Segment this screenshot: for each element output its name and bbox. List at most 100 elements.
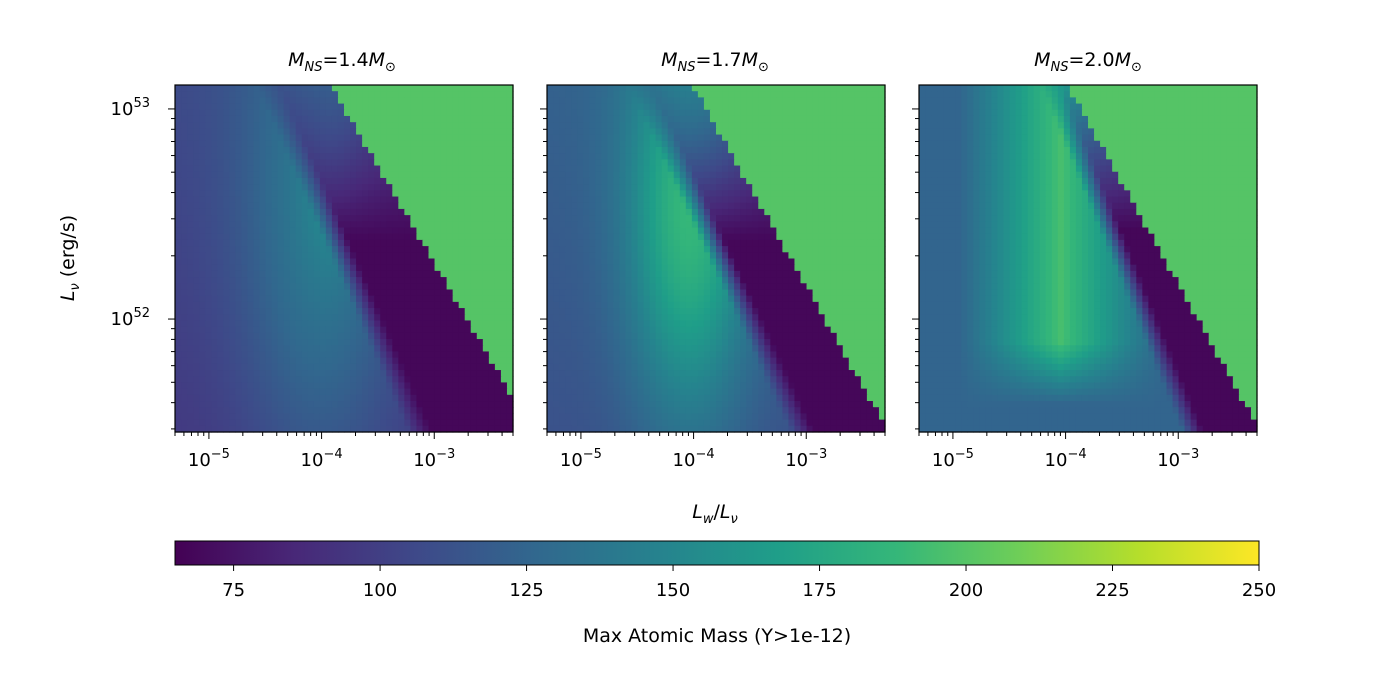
heatmap-cell <box>673 270 681 278</box>
heatmap-cell <box>878 252 886 260</box>
heatmap-cell <box>691 227 699 235</box>
heatmap-cell <box>362 252 369 260</box>
heatmap-cell <box>253 277 261 284</box>
heatmap-cell <box>217 332 224 340</box>
heatmap-cell <box>818 134 826 142</box>
heatmap-cell <box>476 109 484 117</box>
heatmap-cell <box>175 382 182 390</box>
heatmap-cell <box>253 246 261 253</box>
heatmap-cell <box>422 277 430 284</box>
heatmap-cell <box>211 239 218 247</box>
heatmap-cell <box>331 370 339 377</box>
heatmap-cell <box>854 239 862 247</box>
heatmap-cell <box>295 215 303 222</box>
heatmap-cell <box>709 196 717 204</box>
heatmap-cell <box>697 277 705 284</box>
heatmap-cell <box>301 184 309 191</box>
heatmap-cell <box>380 258 387 266</box>
heatmap-cell <box>836 221 844 229</box>
heatmap-cell <box>337 202 345 210</box>
heatmap-cell <box>368 394 375 402</box>
heatmap-cell <box>259 308 267 315</box>
heatmap-cell <box>691 252 699 260</box>
heatmap-cell <box>265 221 273 229</box>
heatmap-cell <box>458 301 466 309</box>
heatmap-cell <box>380 289 387 297</box>
heatmap-cell <box>506 295 514 303</box>
heatmap-cell <box>199 122 206 129</box>
heatmap-cell <box>199 326 206 334</box>
heatmap-cell <box>368 115 375 123</box>
heatmap-cell <box>577 227 584 235</box>
heatmap-cell <box>205 363 212 371</box>
heatmap-cell <box>655 252 663 260</box>
heatmap-cell <box>253 320 261 328</box>
heatmap-cell <box>211 146 218 154</box>
heatmap-cell <box>422 140 430 148</box>
heatmap-cell <box>565 159 572 167</box>
heatmap-cell <box>619 258 627 266</box>
heatmap-cell <box>331 357 339 365</box>
heatmap-cell <box>800 171 808 179</box>
heatmap-cell <box>446 270 454 278</box>
heatmap-cell <box>619 227 627 235</box>
heatmap-cell <box>362 308 369 315</box>
heatmap-cell <box>878 103 886 111</box>
heatmap-cell <box>187 357 194 365</box>
heatmap-cell <box>553 146 560 154</box>
heatmap-cell <box>782 165 790 173</box>
heatmap-cell <box>595 159 602 167</box>
heatmap-cell <box>595 184 602 191</box>
heatmap-cell <box>782 215 790 222</box>
heatmap-cell <box>368 370 375 377</box>
heatmap-cell <box>716 122 723 129</box>
heatmap-cell <box>199 345 206 353</box>
heatmap-cell <box>241 202 249 210</box>
heatmap-cell <box>740 140 747 148</box>
heatmap-cell <box>253 215 261 222</box>
heatmap-cell <box>193 413 200 421</box>
heatmap-cell <box>482 202 490 210</box>
heatmap-cell <box>271 351 279 359</box>
heatmap-cell <box>175 128 182 136</box>
heatmap-cell <box>374 146 381 154</box>
heatmap-cell <box>482 339 490 346</box>
heatmap-cell <box>595 85 602 92</box>
heatmap-cell <box>631 165 639 173</box>
heatmap-cell <box>241 289 249 297</box>
x-ticks-panel-1 <box>174 432 514 439</box>
heatmap-cell <box>452 239 460 247</box>
heatmap-cell <box>506 109 514 117</box>
heatmap-cell <box>265 184 273 191</box>
heatmap-cell <box>344 190 351 198</box>
heatmap-cell <box>848 270 856 278</box>
heatmap-cell <box>794 115 802 123</box>
heatmap-cell <box>368 283 375 291</box>
heatmap-cell <box>812 85 820 92</box>
heatmap-cell <box>440 388 448 396</box>
heatmap-cell <box>223 264 230 272</box>
heatmap-cell <box>337 332 345 340</box>
heatmap-cell <box>374 283 381 291</box>
heatmap-cell <box>482 326 490 334</box>
heatmap-cell <box>295 289 303 297</box>
heatmap-cell <box>709 91 717 98</box>
heatmap-cell <box>673 103 681 111</box>
heatmap-cell <box>313 277 321 284</box>
heatmap-cell <box>649 270 657 278</box>
heatmap-cell <box>458 345 466 353</box>
heatmap-cell <box>283 270 291 278</box>
heatmap-cell <box>476 246 484 253</box>
heatmap-cell <box>494 295 502 303</box>
heatmap-cell <box>193 109 200 117</box>
heatmap-cell <box>482 283 490 291</box>
heatmap-cell <box>283 115 291 123</box>
heatmap-cell <box>722 128 729 136</box>
heatmap-cell <box>416 190 424 198</box>
heatmap-cell <box>241 407 249 415</box>
heatmap-cell <box>271 171 279 179</box>
heatmap-cell <box>770 233 777 241</box>
heatmap-cell <box>223 283 230 291</box>
heatmap-cell <box>241 177 249 185</box>
heatmap-cell <box>482 363 490 371</box>
